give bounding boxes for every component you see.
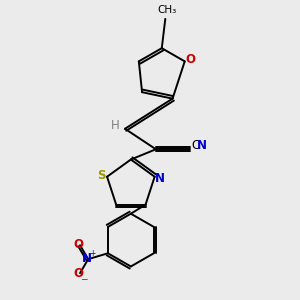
Text: C: C [191, 139, 200, 152]
Text: O: O [185, 53, 195, 66]
Text: N: N [155, 172, 165, 185]
Text: S: S [98, 169, 106, 182]
Text: O: O [74, 268, 84, 281]
Text: N: N [82, 252, 92, 265]
Text: H: H [111, 119, 120, 132]
Text: CH₃: CH₃ [157, 5, 176, 15]
Text: N: N [197, 139, 207, 152]
Text: −: − [80, 274, 88, 283]
Text: +: + [89, 249, 95, 258]
Text: O: O [74, 238, 84, 251]
